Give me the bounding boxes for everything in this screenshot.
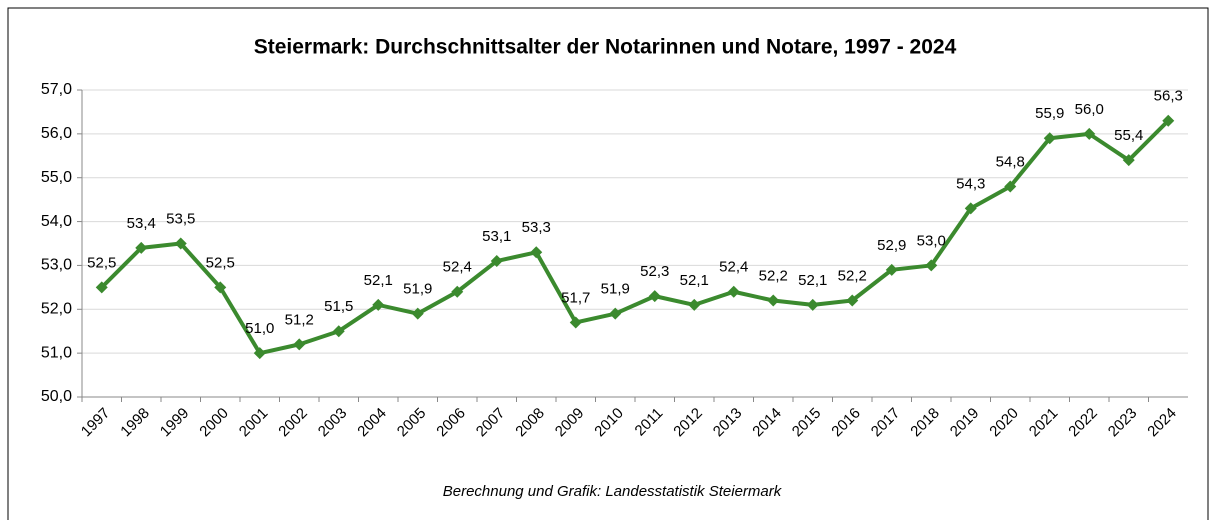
- marker: [964, 202, 977, 215]
- data-label: 53,5: [166, 210, 195, 227]
- data-label: 52,3: [640, 263, 669, 280]
- marker: [95, 281, 108, 294]
- marker: [885, 263, 898, 276]
- marker: [135, 241, 148, 254]
- marker: [1004, 180, 1017, 193]
- data-label: 51,7: [561, 289, 590, 306]
- data-label: 52,4: [719, 259, 748, 276]
- line: [100, 119, 1170, 356]
- data-label: 54,3: [956, 175, 985, 192]
- y-tick-label: 54,0: [41, 213, 72, 230]
- data-label: 51,2: [285, 311, 314, 328]
- marker: [214, 281, 227, 294]
- marker: [569, 316, 582, 329]
- marker: [767, 294, 780, 307]
- y-tick-label: 53,0: [41, 257, 72, 274]
- marker: [1043, 132, 1056, 145]
- data-label: 53,3: [522, 219, 551, 236]
- marker: [174, 237, 187, 250]
- data-label: 52,2: [759, 267, 788, 284]
- data-label: 51,9: [403, 281, 432, 298]
- data-label: 53,0: [917, 232, 946, 249]
- marker: [806, 298, 819, 311]
- y-tick-label: 51,0: [41, 344, 72, 361]
- data-label: 56,3: [1154, 88, 1183, 105]
- data-label: 51,9: [601, 281, 630, 298]
- marker: [372, 298, 385, 311]
- data-label: 51,0: [245, 320, 274, 337]
- data-label: 55,4: [1114, 127, 1143, 144]
- data-label: 52,1: [680, 272, 709, 289]
- data-label: 52,5: [87, 254, 116, 271]
- marker: [451, 285, 464, 298]
- marker: [925, 259, 938, 272]
- marker: [1122, 154, 1135, 167]
- chart-frame: [7, 7, 1209, 520]
- marker: [253, 347, 266, 360]
- y-tick-label: 50,0: [41, 388, 72, 405]
- marker: [1083, 127, 1096, 140]
- data-label: 52,1: [364, 272, 393, 289]
- marker: [293, 338, 306, 351]
- marker: [609, 307, 622, 320]
- marker: [530, 246, 543, 259]
- data-label: 53,1: [482, 228, 511, 245]
- data-label: 52,9: [877, 237, 906, 254]
- data-label: 55,9: [1035, 105, 1064, 122]
- marker: [727, 285, 740, 298]
- data-label: 51,5: [324, 298, 353, 315]
- data-label: 56,0: [1075, 101, 1104, 118]
- y-tick-label: 57,0: [41, 81, 72, 98]
- data-label: 52,1: [798, 272, 827, 289]
- marker: [688, 298, 701, 311]
- y-tick-label: 56,0: [41, 125, 72, 142]
- marker: [1162, 114, 1175, 127]
- source-note: Berechnung und Grafik: Landesstatistik S…: [443, 483, 783, 500]
- data-label: 52,5: [206, 254, 235, 271]
- marker: [490, 255, 503, 268]
- y-tick-label: 52,0: [41, 301, 72, 318]
- marker: [332, 325, 345, 338]
- data-label: 52,2: [838, 267, 867, 284]
- chart-title: Steiermark: Durchschnittsalter der Notar…: [254, 36, 957, 59]
- data-label: 52,4: [443, 259, 472, 276]
- data-label: 54,8: [996, 153, 1025, 170]
- data-label: 53,4: [127, 215, 156, 232]
- marker: [648, 290, 661, 303]
- y-tick-label: 55,0: [41, 169, 72, 186]
- marker: [411, 307, 424, 320]
- marker: [846, 294, 859, 307]
